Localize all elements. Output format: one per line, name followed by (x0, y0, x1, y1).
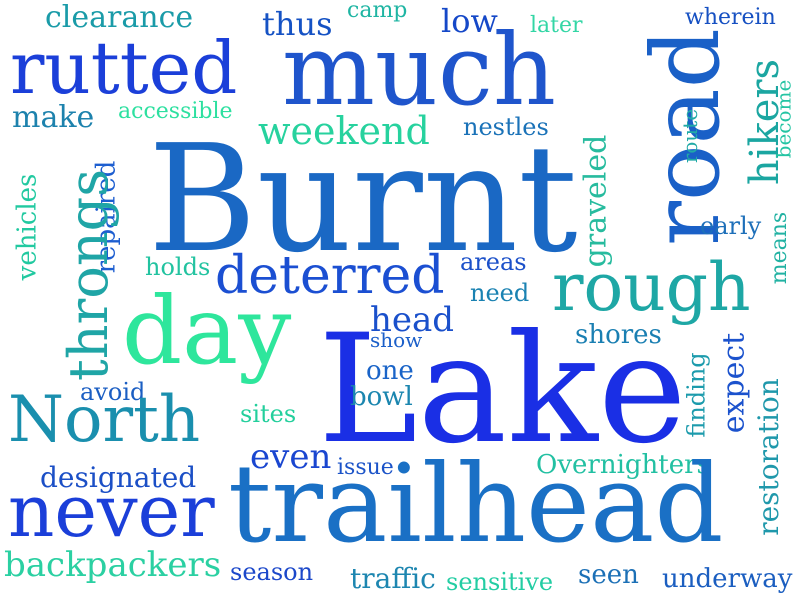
word-deterred: deterred (215, 246, 445, 306)
word-become: become (771, 79, 796, 159)
word-wherein: wherein (685, 5, 776, 30)
word-later: later (530, 13, 583, 38)
word-traffic: traffic (350, 562, 436, 595)
word-weekend: weekend (258, 109, 430, 153)
word-holds: holds (145, 253, 211, 281)
word-nestles: nestles (463, 113, 549, 141)
word-camp: camp (347, 0, 408, 23)
word-graveled: graveled (578, 134, 614, 268)
word-day: day (122, 277, 292, 386)
word-areas: areas (460, 248, 527, 276)
word-rough: rough (552, 249, 751, 326)
word-clearance: clearance (45, 0, 194, 35)
word-much: much (282, 14, 557, 128)
word-need: need (470, 279, 530, 307)
word-low: low (441, 2, 498, 40)
word-avoid: avoid (80, 378, 146, 406)
word-means: means (767, 211, 793, 285)
word-throngs: throngs (56, 169, 120, 381)
word-underway: underway (662, 564, 793, 594)
word-route: route (678, 108, 703, 164)
word-show: show (370, 328, 423, 352)
word-lake: Lake (318, 303, 687, 477)
word-backpackers: backpackers (4, 545, 222, 585)
word-sensitive: sensitive (446, 568, 554, 596)
word-one: one (366, 356, 414, 386)
word-restoration: restoration (751, 378, 785, 536)
word-burnt: Burnt (148, 113, 578, 285)
word-never: never (8, 469, 215, 553)
word-expect: expect (716, 332, 752, 434)
word-season: season (230, 558, 314, 586)
word-accessible: accessible (118, 99, 233, 124)
word-overnighters: Overnighters (536, 450, 710, 480)
word-designated: designated (40, 461, 197, 494)
word-thus: thus (262, 5, 333, 43)
word-even: even (250, 437, 332, 477)
word-early: early (700, 212, 762, 240)
word-north: North (8, 383, 201, 457)
word-finding: finding (682, 352, 711, 438)
word-make: make (12, 100, 95, 135)
word-issue: issue (337, 455, 394, 480)
word-bowl: bowl (350, 382, 413, 412)
word-trailhead: trailhead (228, 442, 724, 567)
word-seen: seen (578, 560, 639, 590)
word-rutted: rutted (10, 26, 238, 110)
word-sites: sites (240, 400, 297, 428)
word-shores: shores (575, 320, 662, 350)
word-vehicles: vehicles (12, 173, 43, 281)
word-head: head (370, 300, 455, 340)
